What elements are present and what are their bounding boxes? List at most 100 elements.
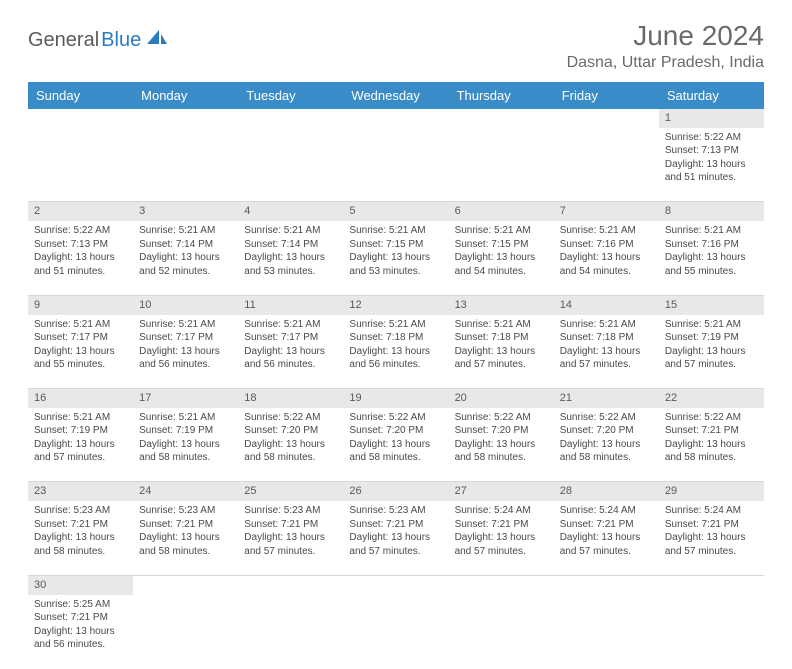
day-cell: Sunrise: 5:22 AMSunset: 7:20 PMDaylight:… (238, 408, 343, 482)
sunset-text: Sunset: 7:21 PM (349, 518, 442, 532)
sunrise-text: Sunrise: 5:21 AM (455, 318, 548, 332)
day-cell: Sunrise: 5:25 AMSunset: 7:21 PMDaylight:… (28, 595, 133, 669)
week-row: Sunrise: 5:21 AMSunset: 7:17 PMDaylight:… (28, 315, 764, 389)
day-cell (343, 595, 448, 669)
weekday-header: Tuesday (238, 82, 343, 109)
day-cell: Sunrise: 5:21 AMSunset: 7:18 PMDaylight:… (343, 315, 448, 389)
sunset-text: Sunset: 7:17 PM (139, 331, 232, 345)
day-number-cell: 28 (554, 482, 659, 501)
day1-text: Daylight: 13 hours (560, 438, 653, 452)
daynum-row: 9101112131415 (28, 295, 764, 314)
day-number-cell: 8 (659, 202, 764, 221)
day-cell: Sunrise: 5:23 AMSunset: 7:21 PMDaylight:… (343, 501, 448, 575)
day-number-cell: 1 (659, 109, 764, 128)
sunrise-text: Sunrise: 5:21 AM (34, 318, 127, 332)
day2-text: and 51 minutes. (665, 171, 758, 185)
sunrise-text: Sunrise: 5:23 AM (349, 504, 442, 518)
day1-text: Daylight: 13 hours (34, 531, 127, 545)
day-number-cell: 2 (28, 202, 133, 221)
day-number: 19 (349, 392, 361, 404)
day-number: 11 (244, 299, 255, 311)
day-number-cell: 6 (449, 202, 554, 221)
day-number-cell: 25 (238, 482, 343, 501)
day-number-cell (343, 109, 448, 128)
logo-sail-icon (145, 28, 169, 52)
day-number: 21 (560, 392, 572, 404)
sunrise-text: Sunrise: 5:21 AM (349, 224, 442, 238)
day-number: 30 (34, 579, 46, 591)
day1-text: Daylight: 13 hours (665, 158, 758, 172)
day2-text: and 57 minutes. (560, 358, 653, 372)
day2-text: and 58 minutes. (139, 545, 232, 559)
sunset-text: Sunset: 7:17 PM (34, 331, 127, 345)
sunset-text: Sunset: 7:18 PM (455, 331, 548, 345)
day-cell: Sunrise: 5:21 AMSunset: 7:14 PMDaylight:… (133, 221, 238, 295)
sunrise-text: Sunrise: 5:21 AM (455, 224, 548, 238)
day-cell: Sunrise: 5:24 AMSunset: 7:21 PMDaylight:… (659, 501, 764, 575)
day-cell: Sunrise: 5:22 AMSunset: 7:20 PMDaylight:… (343, 408, 448, 482)
day-number-cell (133, 575, 238, 594)
day2-text: and 58 minutes. (560, 451, 653, 465)
day-number-cell: 3 (133, 202, 238, 221)
day-number-cell (238, 575, 343, 594)
sunset-text: Sunset: 7:18 PM (560, 331, 653, 345)
location: Dasna, Uttar Pradesh, India (567, 54, 764, 72)
weekday-header: Friday (554, 82, 659, 109)
day-number-cell (449, 109, 554, 128)
day2-text: and 57 minutes. (665, 545, 758, 559)
day-number: 29 (665, 485, 677, 497)
day-number: 3 (139, 205, 145, 217)
day2-text: and 58 minutes. (139, 451, 232, 465)
month-title: June 2024 (567, 20, 764, 52)
sunset-text: Sunset: 7:21 PM (34, 611, 127, 625)
day-number-cell: 19 (343, 389, 448, 408)
day-number-cell (238, 109, 343, 128)
day2-text: and 56 minutes. (349, 358, 442, 372)
day-number-cell: 23 (28, 482, 133, 501)
day1-text: Daylight: 13 hours (244, 251, 337, 265)
day-number: 28 (560, 485, 572, 497)
logo: GeneralBlue (28, 28, 169, 52)
weekday-header: Thursday (449, 82, 554, 109)
day-cell: Sunrise: 5:21 AMSunset: 7:14 PMDaylight:… (238, 221, 343, 295)
sunset-text: Sunset: 7:19 PM (34, 424, 127, 438)
day-cell: Sunrise: 5:21 AMSunset: 7:17 PMDaylight:… (28, 315, 133, 389)
sunrise-text: Sunrise: 5:22 AM (560, 411, 653, 425)
day-cell (449, 128, 554, 202)
day-number-cell: 15 (659, 295, 764, 314)
day-cell (133, 595, 238, 669)
day-number-cell: 16 (28, 389, 133, 408)
day2-text: and 57 minutes. (665, 358, 758, 372)
day1-text: Daylight: 13 hours (34, 438, 127, 452)
sunset-text: Sunset: 7:19 PM (665, 331, 758, 345)
day-cell (554, 128, 659, 202)
sunset-text: Sunset: 7:20 PM (455, 424, 548, 438)
day2-text: and 57 minutes. (244, 545, 337, 559)
day2-text: and 57 minutes. (560, 545, 653, 559)
day-number: 10 (139, 299, 151, 311)
day2-text: and 51 minutes. (34, 265, 127, 279)
sunrise-text: Sunrise: 5:23 AM (34, 504, 127, 518)
day-cell: Sunrise: 5:21 AMSunset: 7:16 PMDaylight:… (659, 221, 764, 295)
weekday-header: Wednesday (343, 82, 448, 109)
day2-text: and 55 minutes. (665, 265, 758, 279)
header: GeneralBlue June 2024 Dasna, Uttar Prade… (28, 20, 764, 72)
day-cell (449, 595, 554, 669)
day1-text: Daylight: 13 hours (139, 531, 232, 545)
day1-text: Daylight: 13 hours (244, 438, 337, 452)
day-number-cell: 10 (133, 295, 238, 314)
day-cell (133, 128, 238, 202)
day-cell: Sunrise: 5:21 AMSunset: 7:18 PMDaylight:… (449, 315, 554, 389)
day2-text: and 58 minutes. (349, 451, 442, 465)
day-number: 7 (560, 205, 566, 217)
day1-text: Daylight: 13 hours (455, 345, 548, 359)
day-number-cell (554, 109, 659, 128)
day-number: 14 (560, 299, 572, 311)
sunset-text: Sunset: 7:21 PM (560, 518, 653, 532)
day1-text: Daylight: 13 hours (349, 531, 442, 545)
day-number-cell (659, 575, 764, 594)
sunset-text: Sunset: 7:14 PM (244, 238, 337, 252)
day1-text: Daylight: 13 hours (244, 531, 337, 545)
day-number: 25 (244, 485, 256, 497)
sunrise-text: Sunrise: 5:22 AM (665, 131, 758, 145)
